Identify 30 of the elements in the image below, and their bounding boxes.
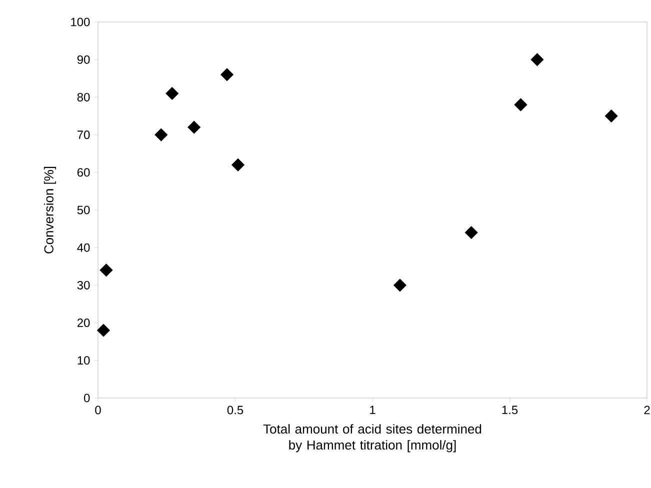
point [220,68,234,82]
point [530,53,544,66]
point [154,128,168,142]
point [188,120,201,134]
y-tick-label: 70 [77,130,90,140]
point [514,98,528,112]
x-tick-label: 1 [370,406,376,414]
point [464,226,478,240]
y-tick-label: 30 [77,280,90,290]
point [166,86,179,100]
y-tick-label: 0 [84,394,90,402]
x-tick-label: 1.5 [502,406,518,414]
x-tick-label: 2 [644,406,650,414]
y-tick-label: 20 [77,318,90,328]
point [100,264,113,277]
y-tick-label: 40 [77,243,90,252]
point [393,278,407,292]
y-tick-label: 80 [77,92,90,102]
y-tick-label: 90 [77,55,90,64]
y-tick-label: 60 [77,168,90,177]
y-axis-title: Conversion [%] [44,166,56,254]
y-tick-label: 50 [77,206,90,214]
y-tick-label: 10 [78,356,90,365]
point [96,324,110,337]
x-tick-label: 0.5 [227,406,244,414]
x-tick-label: 0 [95,406,101,414]
point [604,109,618,123]
y-tick-label: 100 [71,18,90,26]
point [231,158,245,172]
x-axis-title: Total amount of acid sites determined by Hammet titration [mmol/g] [263,424,482,452]
